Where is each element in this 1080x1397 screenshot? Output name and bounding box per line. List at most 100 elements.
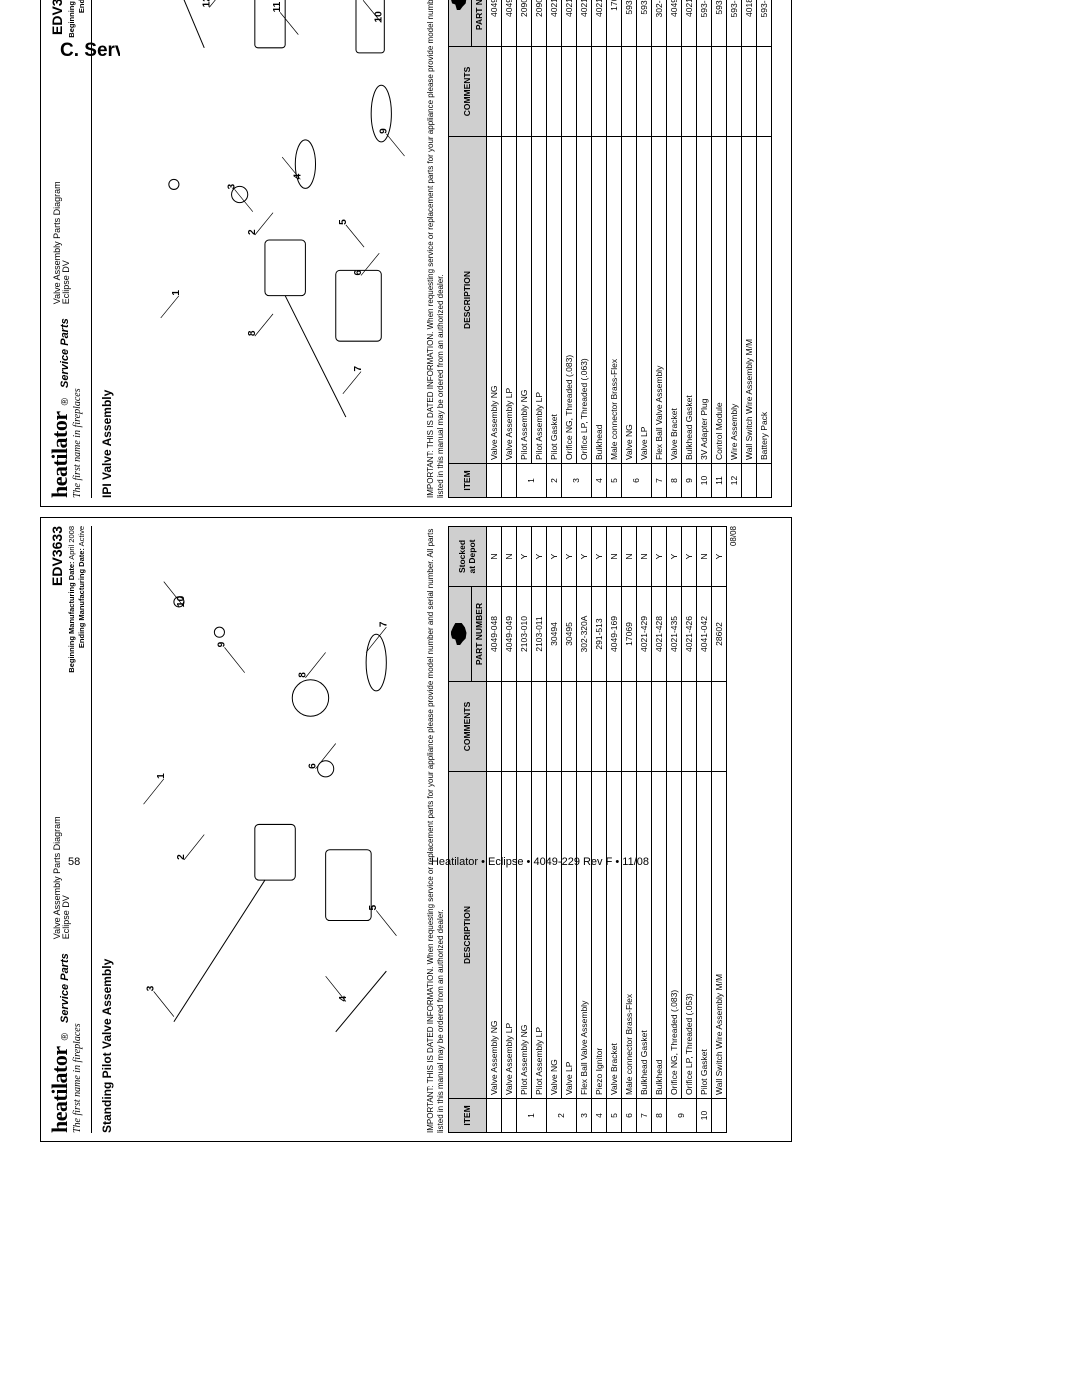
- cell-desc: Bulkhead Gasket: [636, 772, 651, 1099]
- footer: 58 Heatilator • Eclipse • 4049-229 Rev F…: [30, 856, 1050, 868]
- table-row: 7Bulkhead Gasket 4021-429N: [636, 527, 651, 1133]
- cell-item: 4: [591, 464, 606, 498]
- table-row: Valve LP593-501Y: [636, 0, 651, 498]
- table-row: Battery Pack593-594AY: [756, 0, 771, 498]
- cell-comments: [621, 682, 636, 772]
- cell-desc: Bulkhead: [591, 137, 606, 464]
- cell-desc: Pilot Assembly NG: [516, 772, 531, 1099]
- cell-comments: [591, 47, 606, 137]
- table-row: 4Piezo Ignitor291-513Y: [591, 527, 606, 1133]
- svg-text:7: 7: [378, 621, 389, 627]
- model-block: EDV3633I, EDV3633IL Beginning Manufactur…: [49, 0, 87, 38]
- cell-stock: Y: [516, 527, 531, 587]
- cell-comments: [546, 47, 561, 137]
- cell-desc: Valve Assembly NG: [486, 137, 501, 464]
- th-part-number: PART NUMBER: [471, 587, 486, 682]
- table-row: Valve Assembly NG4049-050N: [486, 0, 501, 498]
- cell-part: 4049-050: [486, 0, 501, 47]
- exploded-diagram: 123456789101112: [120, 0, 420, 498]
- cell-item: 5: [606, 464, 621, 498]
- cell-part: 4021-428: [591, 0, 606, 47]
- cell-stock: N: [636, 527, 651, 587]
- cell-part: 17069: [606, 0, 621, 47]
- th-glove: [448, 0, 471, 47]
- cell-part: 4018-018: [741, 0, 756, 47]
- cell-item: [486, 1099, 501, 1133]
- table-row: Wall Switch Wire Assembly M/M28602Y: [711, 527, 726, 1133]
- exploded-diagram: 12345678910: [120, 526, 420, 1133]
- cell-comments: [711, 47, 726, 137]
- cell-part: 2090-012: [516, 0, 531, 47]
- cell-part: 4021-429: [636, 587, 651, 682]
- diagram-title: Valve Assembly Parts DiagramEclipse DV: [53, 181, 71, 304]
- svg-text:8: 8: [297, 672, 308, 678]
- cell-desc: Valve Assembly LP: [501, 772, 516, 1099]
- parts-page: heatilator® Service Parts Valve Assembly…: [40, 517, 792, 1142]
- cell-item: [711, 1099, 726, 1133]
- cell-item: 7: [636, 1099, 651, 1133]
- cell-comments: [576, 47, 591, 137]
- cell-part: 17069: [621, 587, 636, 682]
- svg-text:8: 8: [246, 330, 257, 336]
- parts-table: ITEM DESCRIPTION COMMENTS Stockedat Depo…: [448, 526, 727, 1133]
- svg-text:2: 2: [246, 229, 257, 235]
- cell-item: 7: [651, 464, 666, 498]
- cell-desc: Orifice LP, Threaded (.063): [576, 137, 591, 464]
- th-item: ITEM: [448, 464, 486, 498]
- cell-item: 9: [681, 464, 696, 498]
- table-row: 103V Adapter Plug593-593AY: [696, 0, 711, 498]
- cell-part: 593-593A: [696, 0, 711, 47]
- cell-part: 4049-048: [486, 587, 501, 682]
- page-date: 08/08: [729, 526, 738, 1133]
- cell-part: 2103-010: [516, 587, 531, 682]
- table-row: 2Valve NG30494Y: [546, 527, 561, 1133]
- th-part-number: PART NUMBER: [471, 0, 486, 47]
- brand-block: heatilator® Service Parts Valve Assembly…: [49, 181, 83, 498]
- parts-page: heatilator® Service Parts Valve Assembly…: [40, 0, 792, 507]
- cell-comments: [651, 682, 666, 772]
- page-header: heatilator® Service Parts Valve Assembly…: [49, 0, 92, 498]
- assembly-title: IPI Valve Assembly: [100, 0, 114, 498]
- svg-text:6: 6: [307, 763, 318, 769]
- registered-icon: ®: [61, 398, 71, 405]
- tagline: The first name in fireplaces: [73, 181, 83, 498]
- svg-text:3: 3: [145, 985, 156, 991]
- cell-desc: Battery Pack: [756, 137, 771, 464]
- svg-text:4: 4: [292, 173, 303, 179]
- cell-item: [486, 464, 501, 498]
- cell-part: 4049-169: [606, 587, 621, 682]
- cell-comments: [726, 47, 741, 137]
- th-comments: COMMENTS: [448, 47, 486, 137]
- cell-comments: [531, 682, 546, 772]
- cell-desc: Wall Switch Wire Assembly M/M: [711, 772, 726, 1099]
- table-row: Valve Assembly NG4049-048N: [486, 527, 501, 1133]
- svg-text:11: 11: [272, 1, 283, 12]
- cell-item: 6: [621, 464, 651, 498]
- cell-desc: 3V Adapter Plug: [696, 137, 711, 464]
- cell-desc: Pilot Gasket: [546, 137, 561, 464]
- cell-desc: Orifice LP, Threaded (.053): [681, 772, 696, 1099]
- table-row: Wall Switch Wire Assembly M/M4018-018Y: [741, 0, 756, 498]
- cell-desc: Valve NG: [546, 772, 561, 1099]
- brand-logo: heatilator: [49, 1046, 71, 1133]
- svg-text:5: 5: [368, 904, 379, 910]
- cell-part: 593-501: [636, 0, 651, 47]
- svg-text:10: 10: [373, 11, 384, 23]
- cell-stock: N: [486, 527, 501, 587]
- cell-desc: Orifice NG, Threaded (.083): [561, 137, 576, 464]
- cell-desc: Bulkhead Gasket: [681, 137, 696, 464]
- cell-item: [501, 1099, 516, 1133]
- table-row: 8Valve Bracket4049-169N: [666, 0, 681, 498]
- th-desc: DESCRIPTION: [448, 137, 486, 464]
- cell-stock: Y: [546, 527, 561, 587]
- cell-stock: N: [501, 527, 516, 587]
- cell-part: 4021-426: [576, 0, 591, 47]
- cell-part: 30494: [546, 587, 561, 682]
- cell-comments: [591, 682, 606, 772]
- cell-comments: [516, 682, 531, 772]
- cell-comments: [516, 47, 531, 137]
- page-header: heatilator® Service Parts Valve Assembly…: [49, 526, 92, 1133]
- cell-comments: [621, 47, 636, 137]
- cell-part: 593-590A: [726, 0, 741, 47]
- cell-stock: Y: [576, 527, 591, 587]
